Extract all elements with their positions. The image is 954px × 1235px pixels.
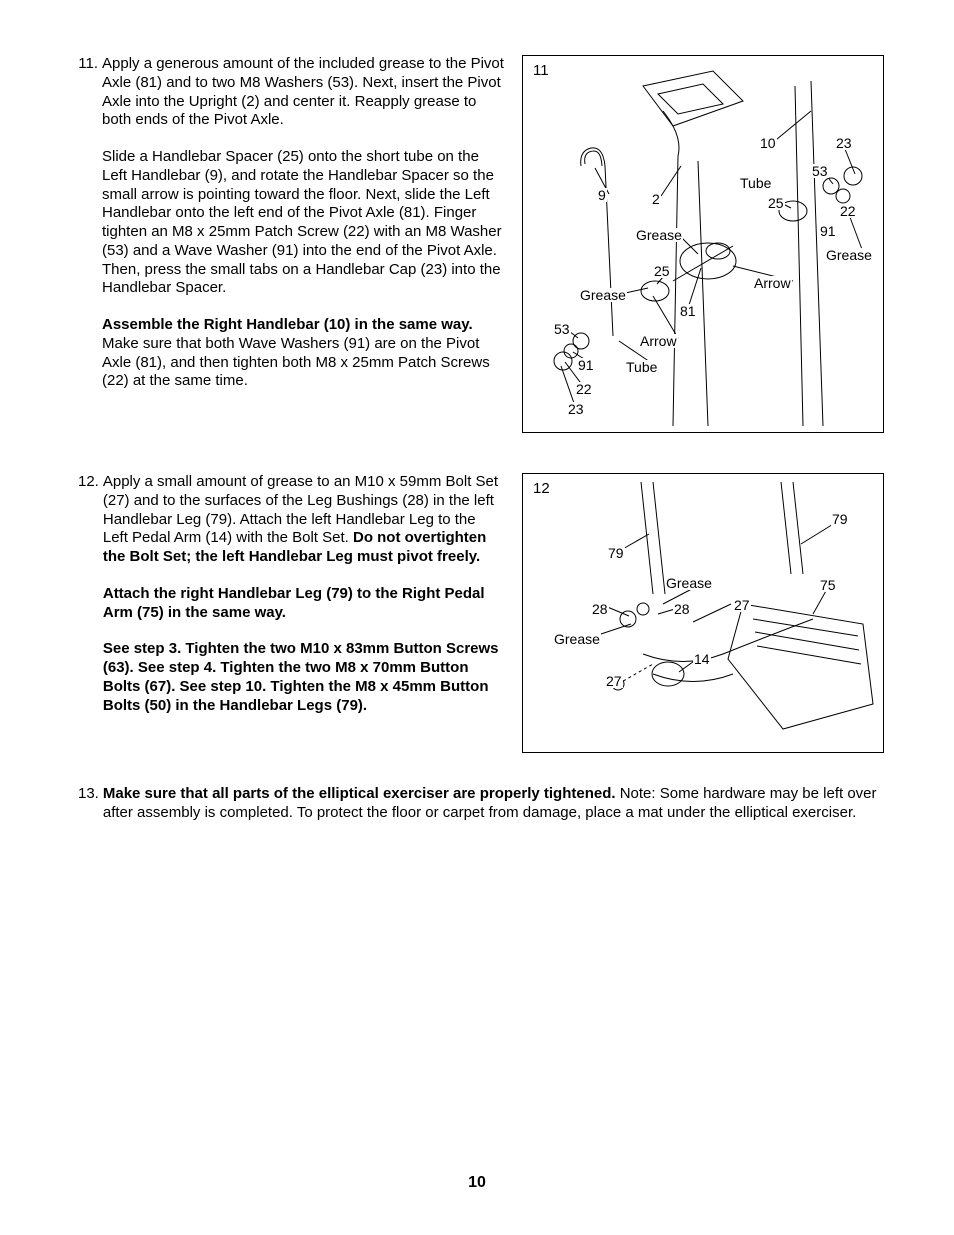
paragraph: Assemble the Right Handlebar (10) in the… (102, 316, 504, 391)
figure-label: Arrow (639, 334, 678, 348)
figure-label: 53 (811, 164, 829, 178)
figure-label: 25 (767, 196, 785, 210)
bold-text: Make sure that all parts of the elliptic… (103, 785, 616, 802)
figure-11-drawing (523, 56, 885, 434)
figure-label: Grease (579, 288, 627, 302)
figure-label: 14 (693, 652, 711, 666)
figure-label: 22 (839, 204, 857, 218)
figure-label: 10 (759, 136, 777, 150)
figure-label: 23 (567, 402, 585, 416)
figure-number: 11 (533, 62, 549, 81)
step-11-text: 11. Apply a generous amount of the inclu… (78, 55, 504, 433)
figure-11: 11 (522, 55, 884, 433)
page-number: 10 (0, 1173, 954, 1193)
step-12-text: 12. Apply a small amount of grease to an… (78, 473, 504, 753)
figure-label: 9 (597, 188, 607, 202)
step-body: Apply a small amount of grease to an M10… (103, 473, 504, 753)
figure-label: 75 (819, 578, 837, 592)
figure-label: 79 (607, 546, 625, 560)
step-number: 11. (78, 55, 102, 433)
figure-12: 12 (522, 473, 884, 753)
paragraph: Apply a generous amount of the included … (102, 55, 504, 130)
step-12-row: 12. Apply a small amount of grease to an… (78, 473, 884, 753)
figure-label: 27 (605, 674, 623, 688)
figure-label: 28 (673, 602, 691, 616)
step-body: Apply a generous amount of the included … (102, 55, 504, 433)
text: Make sure that both Wave Washers (91) ar… (102, 335, 490, 390)
figure-label: Grease (825, 248, 873, 262)
figure-label: 81 (679, 304, 697, 318)
step-11-row: 11. Apply a generous amount of the inclu… (78, 55, 884, 433)
figure-label: Grease (635, 228, 683, 242)
figure-number: 12 (533, 480, 550, 499)
paragraph: Attach the right Handlebar Leg (79) to t… (103, 585, 504, 623)
figure-label: 91 (577, 358, 595, 372)
bold-text: Assemble the Right Handlebar (10) in the… (102, 316, 473, 333)
figure-label: 23 (835, 136, 853, 150)
step-body: Make sure that all parts of the elliptic… (103, 785, 884, 823)
figure-label: 25 (653, 264, 671, 278)
paragraph: See step 3. Tighten the two M10 x 83mm B… (103, 640, 504, 715)
step-13-row: 13. Make sure that all parts of the elli… (78, 785, 884, 823)
figure-label: 53 (553, 322, 571, 336)
figure-label: Grease (553, 632, 601, 646)
paragraph: Slide a Handlebar Spacer (25) onto the s… (102, 148, 504, 298)
figure-label: 79 (831, 512, 849, 526)
figure-label: Arrow (753, 276, 792, 290)
step-number: 13. (78, 785, 103, 823)
page-container: 11. Apply a generous amount of the inclu… (0, 0, 954, 1235)
figure-label: Tube (739, 176, 772, 190)
figure-label: 22 (575, 382, 593, 396)
paragraph: Make sure that all parts of the elliptic… (103, 785, 884, 823)
figure-label: 27 (733, 598, 751, 612)
figure-label: Grease (665, 576, 713, 590)
paragraph: Apply a small amount of grease to an M10… (103, 473, 504, 567)
figure-label: Tube (625, 360, 658, 374)
figure-label: 28 (591, 602, 609, 616)
figure-label: 91 (819, 224, 837, 238)
figure-label: 2 (651, 192, 661, 206)
step-number: 12. (78, 473, 103, 753)
